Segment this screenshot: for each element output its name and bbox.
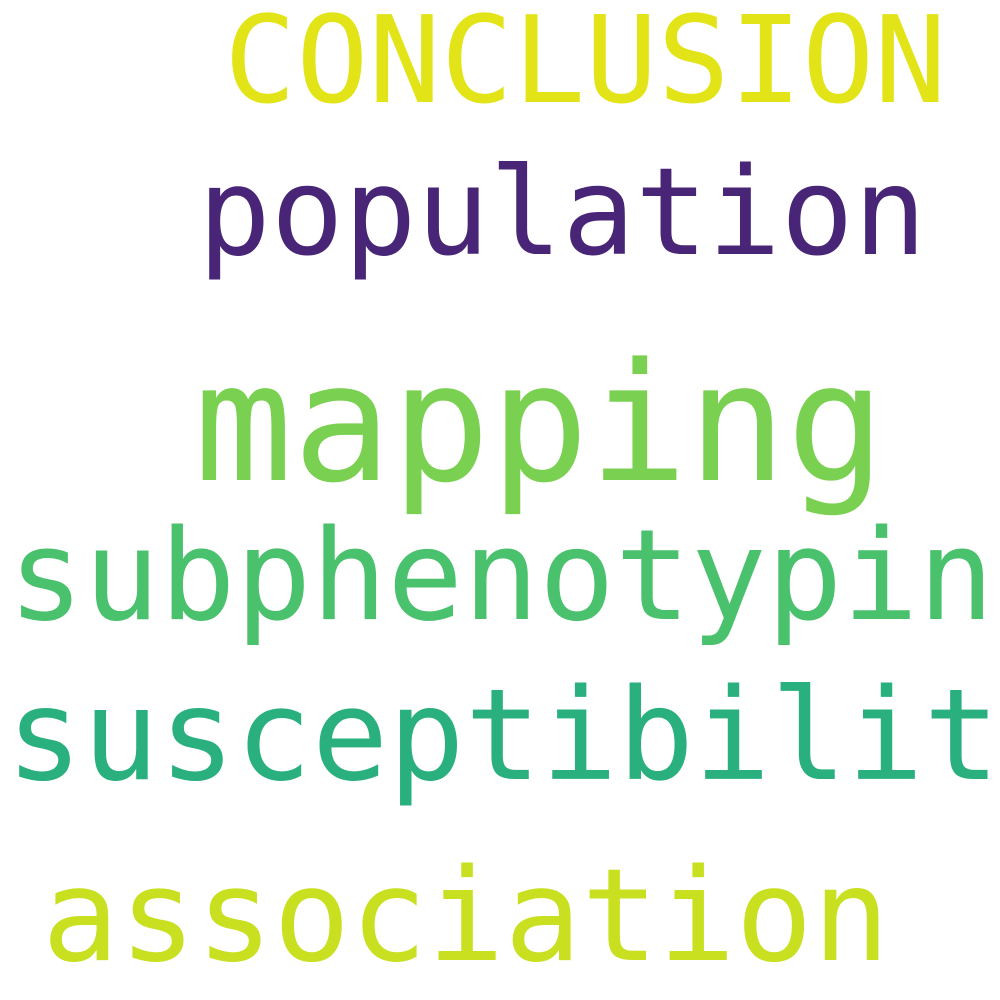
- word-mapping: mapping: [194, 328, 886, 519]
- word-subphenotyping: subphenotyping: [8, 502, 1000, 649]
- word-population: population: [198, 142, 927, 283]
- word-susceptibility: susceptibility: [6, 661, 1000, 809]
- word-conclusion: CONCLUSION: [224, 0, 947, 131]
- word-association: association: [42, 842, 890, 991]
